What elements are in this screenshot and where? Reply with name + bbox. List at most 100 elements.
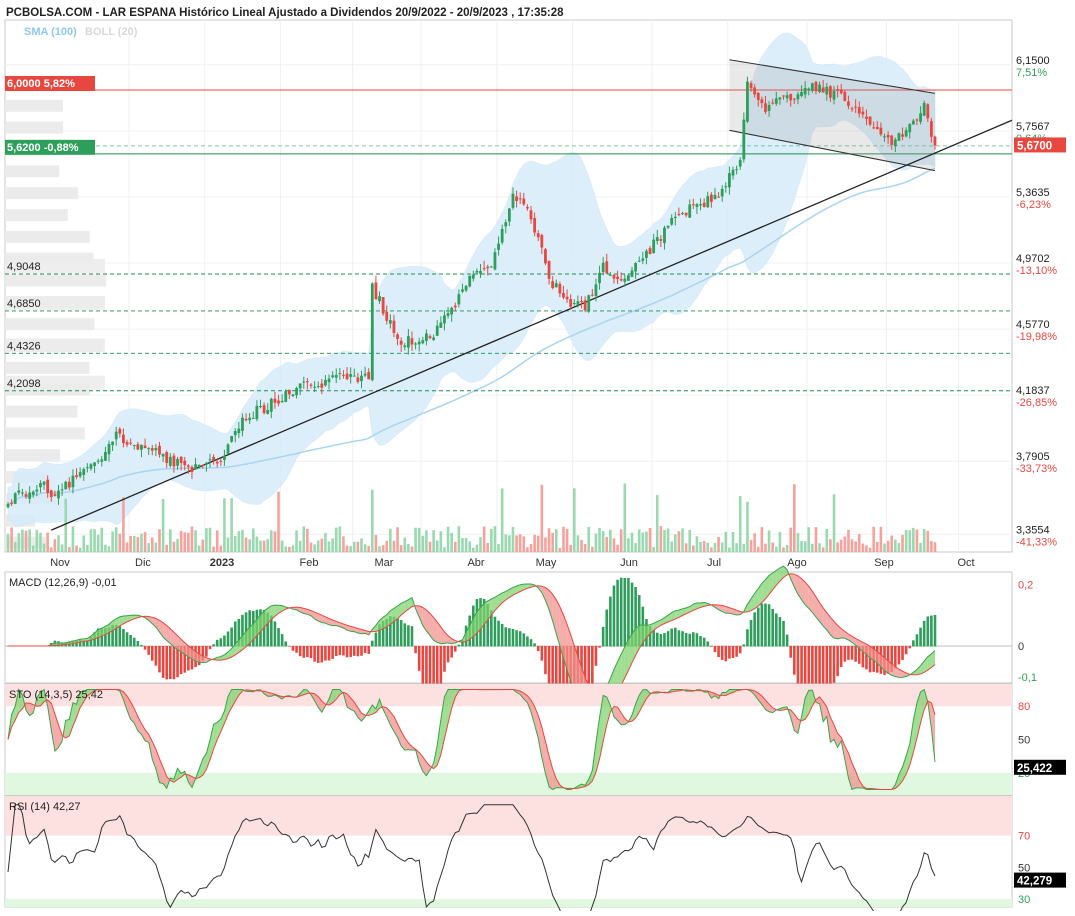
volume-bar bbox=[634, 543, 637, 552]
volume-bar bbox=[339, 526, 342, 552]
macd-histogram-bar bbox=[155, 646, 158, 666]
candle-body bbox=[616, 277, 619, 279]
x-tick-label: Feb bbox=[300, 557, 319, 569]
volume-bar bbox=[829, 539, 832, 552]
macd-histogram-bar bbox=[908, 646, 911, 648]
volume-bar bbox=[775, 547, 778, 552]
macd-histogram-bar bbox=[660, 634, 663, 646]
candle-body bbox=[739, 160, 742, 167]
candle-body bbox=[378, 296, 381, 301]
candle-body bbox=[566, 297, 569, 300]
candle-body bbox=[140, 445, 143, 450]
volume-bar bbox=[836, 542, 839, 552]
volume-bar bbox=[191, 526, 194, 552]
macd-histogram-bar bbox=[205, 646, 208, 657]
volume-bar bbox=[68, 547, 71, 552]
candle-body bbox=[421, 340, 424, 343]
macd-histogram-bar bbox=[512, 629, 515, 647]
macd-histogram-bar bbox=[119, 626, 122, 647]
macd-histogram-bar bbox=[836, 646, 839, 676]
volume-bar bbox=[61, 544, 64, 552]
rsi-current-label: 42,279 bbox=[1017, 876, 1052, 888]
macd-histogram-bar bbox=[447, 646, 450, 662]
candle-body bbox=[670, 218, 673, 225]
volume-bar bbox=[623, 483, 626, 552]
volume-bar bbox=[876, 542, 879, 552]
volume-bar bbox=[649, 528, 652, 552]
candle-body bbox=[82, 469, 85, 475]
macd-histogram-bar bbox=[829, 646, 832, 685]
macd-histogram-bar bbox=[302, 646, 305, 658]
macd-histogram-bar bbox=[602, 627, 605, 647]
candle-body bbox=[418, 342, 421, 345]
volume-bar bbox=[591, 547, 594, 552]
candle-body bbox=[331, 375, 334, 377]
volume-bar bbox=[43, 543, 46, 552]
volume-profile-bar bbox=[5, 165, 59, 177]
volume-bar bbox=[905, 530, 908, 552]
indicator-tick-label: 0,2 bbox=[1018, 579, 1033, 591]
candle-body bbox=[414, 344, 417, 345]
x-tick-label: Mar bbox=[375, 557, 394, 569]
volume-profile-bar bbox=[5, 122, 63, 134]
volume-bar bbox=[331, 538, 334, 552]
candle-body bbox=[136, 444, 139, 449]
candle-body bbox=[10, 503, 13, 504]
chart-title: PCBOLSA.COM - LAR ESPANA Histórico Linea… bbox=[6, 7, 564, 19]
indicator-tick-label: -0,1 bbox=[1018, 672, 1037, 684]
volume-bar bbox=[234, 536, 237, 552]
candle-body bbox=[385, 312, 388, 321]
volume-bar bbox=[440, 531, 443, 552]
candle-body bbox=[234, 431, 237, 435]
candle-body bbox=[183, 461, 186, 465]
candle-body bbox=[72, 476, 75, 487]
macd-histogram-bar bbox=[414, 646, 417, 653]
volume-bar bbox=[414, 528, 417, 552]
macd-histogram-bar bbox=[133, 638, 136, 647]
macd-histogram-bar bbox=[851, 646, 854, 660]
volume-bar bbox=[126, 542, 129, 552]
candle-body bbox=[50, 490, 53, 497]
level-label: 4,6850 bbox=[7, 298, 41, 310]
resistance-label: 6,0000 5,82% bbox=[7, 78, 75, 90]
volume-bar bbox=[862, 544, 865, 552]
candle-body bbox=[847, 101, 850, 105]
candle-body bbox=[230, 436, 233, 442]
volume-bar bbox=[385, 541, 388, 552]
macd-histogram-bar bbox=[526, 636, 529, 646]
candle-body bbox=[887, 135, 890, 137]
volume-bar bbox=[479, 537, 482, 552]
candle-body bbox=[858, 107, 861, 113]
macd-histogram-bar bbox=[771, 609, 774, 647]
macd-histogram-bar bbox=[681, 631, 684, 646]
candle-body bbox=[825, 87, 828, 95]
volume-bar bbox=[367, 546, 370, 552]
volume-bar bbox=[548, 528, 551, 552]
macd-histogram-bar bbox=[530, 639, 533, 646]
volume-bar bbox=[7, 534, 10, 552]
candle-body bbox=[544, 249, 547, 263]
candle-body bbox=[573, 303, 576, 304]
candle-body bbox=[61, 489, 64, 490]
candle-body bbox=[512, 194, 515, 208]
candle-body bbox=[46, 480, 49, 493]
candle-body bbox=[162, 454, 165, 457]
macd-histogram-bar bbox=[548, 646, 551, 689]
volume-bar bbox=[274, 531, 277, 552]
volume-bar bbox=[476, 545, 479, 552]
macd-histogram-bar bbox=[306, 646, 309, 657]
candle-body bbox=[375, 282, 378, 299]
macd-histogram-bar bbox=[678, 630, 681, 646]
candle-body bbox=[764, 103, 767, 112]
x-tick-label: Abr bbox=[467, 557, 484, 569]
volume-bar bbox=[854, 541, 857, 552]
volume-bar bbox=[50, 547, 53, 552]
candle-body bbox=[367, 372, 370, 379]
level-label: 4,9048 bbox=[7, 261, 41, 273]
candle-body bbox=[519, 198, 522, 199]
candle-body bbox=[349, 374, 352, 377]
volume-bar bbox=[461, 538, 464, 552]
volume-bar bbox=[321, 539, 324, 552]
volume-bar bbox=[119, 534, 122, 552]
